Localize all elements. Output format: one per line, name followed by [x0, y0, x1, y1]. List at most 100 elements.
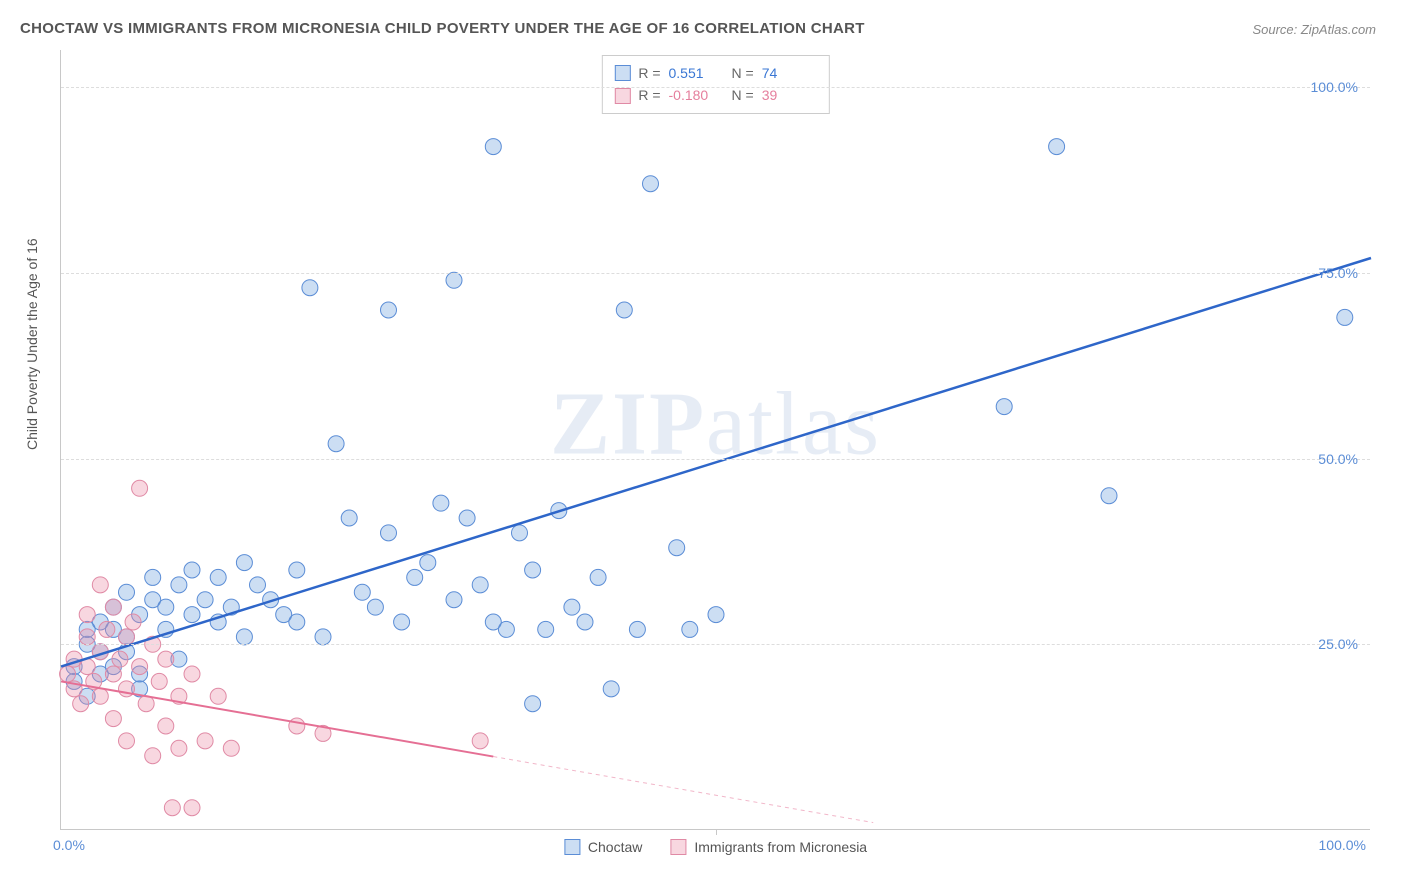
scatter-point	[577, 614, 593, 630]
plot-svg	[61, 50, 1370, 829]
scatter-point	[446, 592, 462, 608]
scatter-point	[996, 399, 1012, 415]
legend-swatch-2	[670, 839, 686, 855]
legend-label-2: Immigrants from Micronesia	[694, 839, 867, 855]
chart-title: CHOCTAW VS IMMIGRANTS FROM MICRONESIA CH…	[20, 20, 865, 37]
y-tick-label: 75.0%	[1318, 265, 1358, 281]
scatter-point	[105, 666, 121, 682]
scatter-point	[1101, 488, 1117, 504]
scatter-point	[498, 621, 514, 637]
scatter-point	[132, 659, 148, 675]
legend-bottom: Choctaw Immigrants from Micronesia	[564, 839, 867, 855]
y-axis-label: Child Poverty Under the Age of 16	[24, 238, 40, 450]
scatter-point	[315, 629, 331, 645]
scatter-point	[289, 562, 305, 578]
scatter-point	[236, 555, 252, 571]
legend-label-1: Choctaw	[588, 839, 642, 855]
scatter-point	[197, 592, 213, 608]
scatter-point	[446, 272, 462, 288]
grid-line	[61, 644, 1370, 645]
scatter-point	[105, 599, 121, 615]
x-tick-label: 100.0%	[1319, 837, 1366, 853]
scatter-point	[99, 621, 115, 637]
plot-area: ZIPatlas R = 0.551 N = 74 R = -0.180 N =…	[60, 50, 1370, 830]
legend-item-1: Choctaw	[564, 839, 642, 855]
scatter-point	[223, 740, 239, 756]
scatter-point	[73, 696, 89, 712]
scatter-point	[145, 569, 161, 585]
scatter-point	[119, 584, 135, 600]
x-tick-label: 0.0%	[53, 837, 85, 853]
scatter-point	[184, 800, 200, 816]
source-attribution: Source: ZipAtlas.com	[1252, 22, 1376, 37]
scatter-point	[164, 800, 180, 816]
scatter-point	[289, 614, 305, 630]
scatter-point	[125, 614, 141, 630]
scatter-point	[472, 733, 488, 749]
scatter-point	[682, 621, 698, 637]
scatter-point	[184, 666, 200, 682]
y-tick-label: 50.0%	[1318, 451, 1358, 467]
scatter-point	[210, 569, 226, 585]
scatter-point	[485, 139, 501, 155]
scatter-point	[158, 651, 174, 667]
grid-line	[61, 87, 1370, 88]
scatter-point	[105, 711, 121, 727]
scatter-point	[171, 740, 187, 756]
scatter-point	[158, 599, 174, 615]
scatter-point	[564, 599, 580, 615]
scatter-point	[79, 607, 95, 623]
scatter-point	[197, 733, 213, 749]
scatter-point	[171, 577, 187, 593]
scatter-point	[525, 696, 541, 712]
scatter-point	[643, 176, 659, 192]
scatter-point	[328, 436, 344, 452]
scatter-point	[302, 280, 318, 296]
scatter-point	[79, 629, 95, 645]
scatter-point	[151, 673, 167, 689]
scatter-point	[381, 302, 397, 318]
scatter-point	[590, 569, 606, 585]
scatter-point	[92, 577, 108, 593]
scatter-point	[538, 621, 554, 637]
scatter-point	[394, 614, 410, 630]
scatter-point	[1049, 139, 1065, 155]
scatter-point	[420, 555, 436, 571]
scatter-point	[525, 562, 541, 578]
scatter-point	[60, 666, 76, 682]
scatter-point	[407, 569, 423, 585]
scatter-point	[629, 621, 645, 637]
scatter-point	[367, 599, 383, 615]
scatter-point	[184, 607, 200, 623]
scatter-point	[250, 577, 266, 593]
scatter-point	[433, 495, 449, 511]
y-tick-label: 25.0%	[1318, 636, 1358, 652]
scatter-point	[512, 525, 528, 541]
trend-line	[61, 258, 1371, 667]
scatter-point	[341, 510, 357, 526]
y-tick-label: 100.0%	[1311, 79, 1358, 95]
scatter-point	[381, 525, 397, 541]
scatter-point	[145, 748, 161, 764]
grid-line	[61, 273, 1370, 274]
scatter-point	[354, 584, 370, 600]
scatter-point	[119, 733, 135, 749]
scatter-point	[236, 629, 252, 645]
x-tick	[716, 829, 717, 835]
chart-container: CHOCTAW VS IMMIGRANTS FROM MICRONESIA CH…	[0, 0, 1406, 892]
scatter-point	[158, 718, 174, 734]
scatter-point	[112, 651, 128, 667]
scatter-point	[669, 540, 685, 556]
scatter-point	[708, 607, 724, 623]
grid-line	[61, 459, 1370, 460]
scatter-point	[603, 681, 619, 697]
scatter-point	[119, 629, 135, 645]
scatter-point	[472, 577, 488, 593]
scatter-point	[132, 480, 148, 496]
scatter-point	[459, 510, 475, 526]
scatter-point	[616, 302, 632, 318]
legend-swatch-1	[564, 839, 580, 855]
scatter-point	[92, 688, 108, 704]
scatter-point	[210, 688, 226, 704]
scatter-point	[1337, 309, 1353, 325]
